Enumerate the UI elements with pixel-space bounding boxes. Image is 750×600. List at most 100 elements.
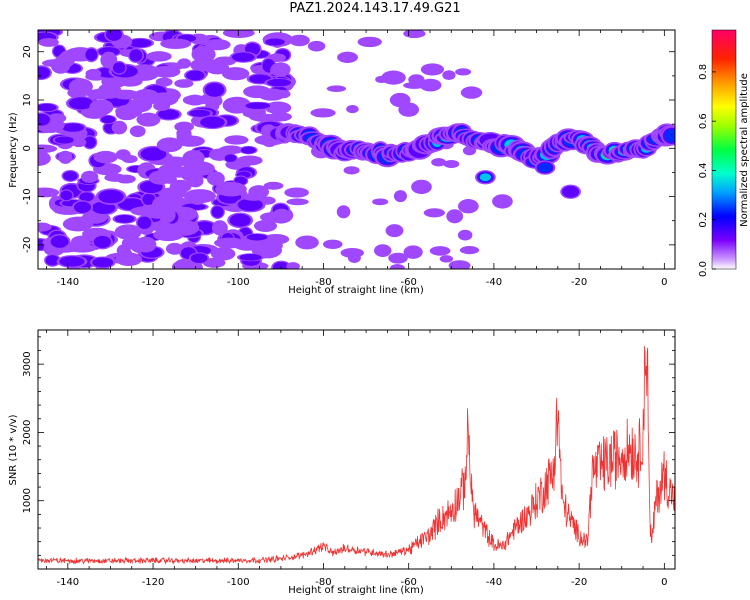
spectrogram-cell bbox=[310, 108, 336, 118]
spectrogram-cell bbox=[372, 198, 389, 206]
colorbar-tick-label: 0.2 bbox=[698, 212, 709, 228]
spectrogram-cell bbox=[423, 208, 445, 218]
spectrogram-cell bbox=[67, 87, 88, 99]
spectrogram-cell bbox=[191, 45, 216, 63]
spectrogram-cell bbox=[121, 154, 138, 164]
spectrogram-cell bbox=[664, 129, 675, 143]
spectrogram-cell bbox=[295, 235, 319, 250]
spectrogram-cell bbox=[129, 125, 146, 138]
spectrogram-cell bbox=[161, 174, 177, 184]
spectrogram-cell bbox=[222, 30, 255, 38]
spectrogram-cell bbox=[215, 181, 247, 197]
spectrogram-cell bbox=[419, 78, 442, 92]
spectrogram-cell bbox=[239, 254, 262, 261]
colorbar-label: Normalized spectral amplitude bbox=[739, 73, 750, 227]
spectrogram-cell bbox=[85, 68, 102, 79]
spectrogram-cell bbox=[455, 68, 472, 76]
colorbar-ticks: 0.0 0.2 0.4 0.6 0.8 bbox=[698, 64, 716, 277]
spectrogram-cell bbox=[111, 120, 128, 135]
spectrogram-cell bbox=[63, 171, 78, 181]
spectrogram-cell bbox=[336, 205, 351, 219]
spectrogram-cell bbox=[460, 86, 483, 99]
spectrogram-cell bbox=[174, 121, 194, 132]
spectrogram-cell bbox=[146, 51, 172, 62]
snr-y-tick-label: 1000 bbox=[22, 488, 33, 513]
spectrogram-cell bbox=[232, 52, 255, 62]
spectrogram-x-label: Height of straight line (km) bbox=[288, 285, 424, 296]
spectrogram-cell bbox=[538, 162, 552, 173]
colorbar-scale bbox=[712, 30, 736, 269]
spectrogram-cell bbox=[343, 166, 360, 175]
figure-title: PAZ1.2024.143.17.49.G21 bbox=[289, 1, 461, 16]
spectrogram-cell bbox=[73, 201, 92, 213]
spectrogram-cell bbox=[157, 109, 180, 120]
spectrogram-cell bbox=[189, 109, 211, 117]
spectrogram-cell bbox=[241, 192, 266, 201]
spectrogram-cell bbox=[106, 30, 122, 41]
spectrogram-cell bbox=[85, 48, 98, 61]
spectrogram-cell bbox=[431, 157, 447, 167]
spectrogram-cell bbox=[479, 173, 491, 182]
spectrogram-cell bbox=[152, 65, 181, 78]
spectrogram-cell bbox=[457, 199, 479, 214]
snr-x-tick-label: -120 bbox=[142, 577, 165, 588]
spectrogram-cell bbox=[403, 245, 423, 259]
spectrogram-cell bbox=[150, 92, 179, 106]
snr-y-tick-label: 3000 bbox=[22, 351, 33, 376]
spectrogram-cell bbox=[443, 159, 460, 169]
spectrogram-cell bbox=[214, 237, 247, 249]
spectrogram-cell bbox=[60, 190, 73, 201]
spectrogram-cell bbox=[307, 40, 326, 52]
colorbar-tick-label: 0.0 bbox=[698, 261, 709, 277]
spectrogram-cell bbox=[93, 235, 111, 249]
spectrogram-cell bbox=[151, 197, 175, 215]
spectrogram-cell bbox=[41, 59, 71, 68]
spectrogram-cell bbox=[38, 150, 51, 166]
spectrogram-cell bbox=[389, 92, 411, 108]
spectrogram-cell bbox=[182, 150, 205, 166]
spectrogram-cell bbox=[61, 123, 85, 132]
spectrogram-cell bbox=[112, 62, 126, 74]
spectrogram-cell bbox=[263, 181, 284, 190]
spectrogram-cell bbox=[459, 246, 480, 255]
spectrogram-cell bbox=[237, 198, 263, 212]
spectrogram-cell bbox=[420, 63, 445, 76]
spectrogram-cell bbox=[562, 185, 580, 198]
spectrogram-cell bbox=[54, 136, 74, 144]
spectrogram-cell bbox=[347, 252, 361, 263]
spectrogram-cell bbox=[114, 224, 142, 240]
spectrogram-cell bbox=[190, 253, 208, 264]
spectrogram-cell bbox=[38, 144, 58, 154]
spectrogram-cell bbox=[448, 260, 471, 269]
spectrogram-cell bbox=[240, 146, 256, 154]
colorbar-tick-label: 0.4 bbox=[698, 162, 709, 178]
spectrogram-cell bbox=[38, 66, 50, 79]
spectrogram-cell bbox=[155, 77, 173, 87]
spectrogram-cell bbox=[79, 192, 94, 202]
spectrogram-cell bbox=[59, 256, 85, 267]
snr-x-tick-label: -80 bbox=[315, 577, 331, 588]
spectrogram-cell bbox=[346, 105, 359, 114]
snr-y-tick-label: 2000 bbox=[22, 420, 33, 445]
spectrogram-cell bbox=[492, 194, 513, 209]
spectrogram-cell bbox=[429, 246, 451, 256]
spectrogram-x-tick-label: -40 bbox=[486, 277, 502, 288]
spectrogram-cell bbox=[385, 224, 404, 238]
spectrogram-cell bbox=[93, 150, 118, 164]
spectrogram-cell bbox=[408, 74, 425, 86]
spectrogram-cell bbox=[411, 179, 432, 195]
snr-x-tick-label: -60 bbox=[401, 577, 417, 588]
colorbar-tick-label: 0.8 bbox=[698, 64, 709, 80]
spectrogram-cell bbox=[204, 39, 231, 51]
spectrogram-cell bbox=[83, 136, 96, 149]
spectrogram-x-tick-label: -100 bbox=[227, 277, 250, 288]
spectrogram-cell bbox=[38, 222, 52, 232]
spectrogram-cell bbox=[245, 102, 271, 109]
snr-series-line bbox=[38, 346, 675, 565]
spectrogram-cell bbox=[156, 137, 183, 153]
spectrogram-cell bbox=[177, 58, 192, 69]
snr-x-tick-label: 0 bbox=[661, 577, 667, 588]
snr-x-tick-label: -40 bbox=[486, 577, 502, 588]
spectrogram-cell bbox=[206, 171, 225, 186]
